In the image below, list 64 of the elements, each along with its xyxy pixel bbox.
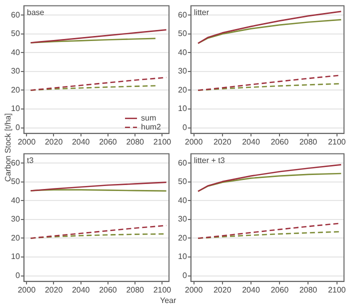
chart-title: litter	[194, 8, 210, 18]
chart-title: base	[26, 8, 45, 18]
y-tick-label: 60	[178, 158, 188, 168]
line-series	[30, 224, 167, 239]
legend-label: hum2	[140, 122, 162, 132]
x-tick-label: 2100	[153, 137, 172, 146]
x-tick-label: 2020	[44, 137, 64, 146]
x-tick-label: 2020	[213, 285, 232, 294]
y-tick-label: 50	[178, 29, 188, 38]
x-tick-label: 2040	[242, 285, 260, 294]
chart-title: t3	[26, 156, 34, 166]
x-tick-label: 2000	[18, 137, 36, 146]
y-tick-label: 60	[10, 158, 20, 168]
x-axis-title: Year	[160, 296, 176, 305]
y-tick-label: 0	[15, 122, 20, 132]
y-tick-label: 0	[182, 122, 188, 132]
x-tick-label: 2020	[44, 285, 64, 294]
x-tick-label: 2040	[72, 137, 90, 146]
y-tick-label: 30	[10, 66, 20, 76]
x-tick-label: 2000	[184, 285, 204, 294]
x-tick-label: 2080	[126, 137, 145, 146]
y-tick-label: 50	[10, 177, 20, 186]
y-tick-label: 10	[178, 104, 188, 114]
x-tick-label: 2080	[299, 285, 318, 294]
y-tick-label: 60	[10, 10, 20, 20]
x-tick-label: 2060	[99, 285, 118, 294]
y-tick-label: 40	[10, 196, 20, 205]
x-tick-label: 2100	[153, 285, 172, 294]
chart-title: litter + t3	[194, 156, 226, 166]
x-tick-label: 2060	[270, 285, 290, 294]
y-tick-label: 30	[10, 214, 20, 224]
x-tick-label: 2040	[242, 137, 260, 146]
y-tick-label: 10	[178, 252, 188, 262]
y-tick-label: 60	[178, 10, 188, 20]
y-tick-label: 40	[178, 196, 188, 205]
y-tick-label: 40	[178, 48, 188, 57]
y-tick-label: 20	[178, 233, 188, 242]
x-tick-label: 2060	[99, 137, 118, 146]
x-tick-label: 2060	[270, 137, 290, 146]
y-tick-label: 50	[178, 177, 188, 186]
y-tick-label: 30	[178, 66, 188, 76]
x-tick-label: 2100	[328, 137, 346, 146]
y-tick-label: 20	[10, 233, 20, 242]
y-tick-label: 10	[10, 252, 20, 262]
x-tick-label: 2080	[299, 137, 318, 146]
x-tick-label: 2100	[328, 285, 346, 294]
line-series	[197, 83, 342, 91]
y-tick-label: 40	[10, 48, 20, 57]
x-tick-label: 2040	[72, 285, 90, 294]
y-tick-label: 30	[178, 214, 188, 224]
legend-label: sum	[140, 114, 156, 123]
y-tick-label: 10	[10, 104, 20, 114]
x-tick-label: 2080	[126, 285, 145, 294]
y-tick-label: 20	[178, 85, 188, 94]
line-series	[30, 76, 167, 91]
y-axis-title: Carbon Stock [t/ha]	[4, 112, 12, 182]
line-series	[197, 231, 342, 239]
y-tick-label: 50	[10, 29, 20, 38]
y-tick-label: 0	[15, 270, 20, 280]
y-tick-label: 20	[10, 85, 20, 94]
x-tick-label: 2000	[184, 137, 204, 146]
y-tick-label: 0	[182, 270, 188, 280]
x-tick-label: 2000	[18, 285, 36, 294]
x-tick-label: 2020	[213, 137, 232, 146]
